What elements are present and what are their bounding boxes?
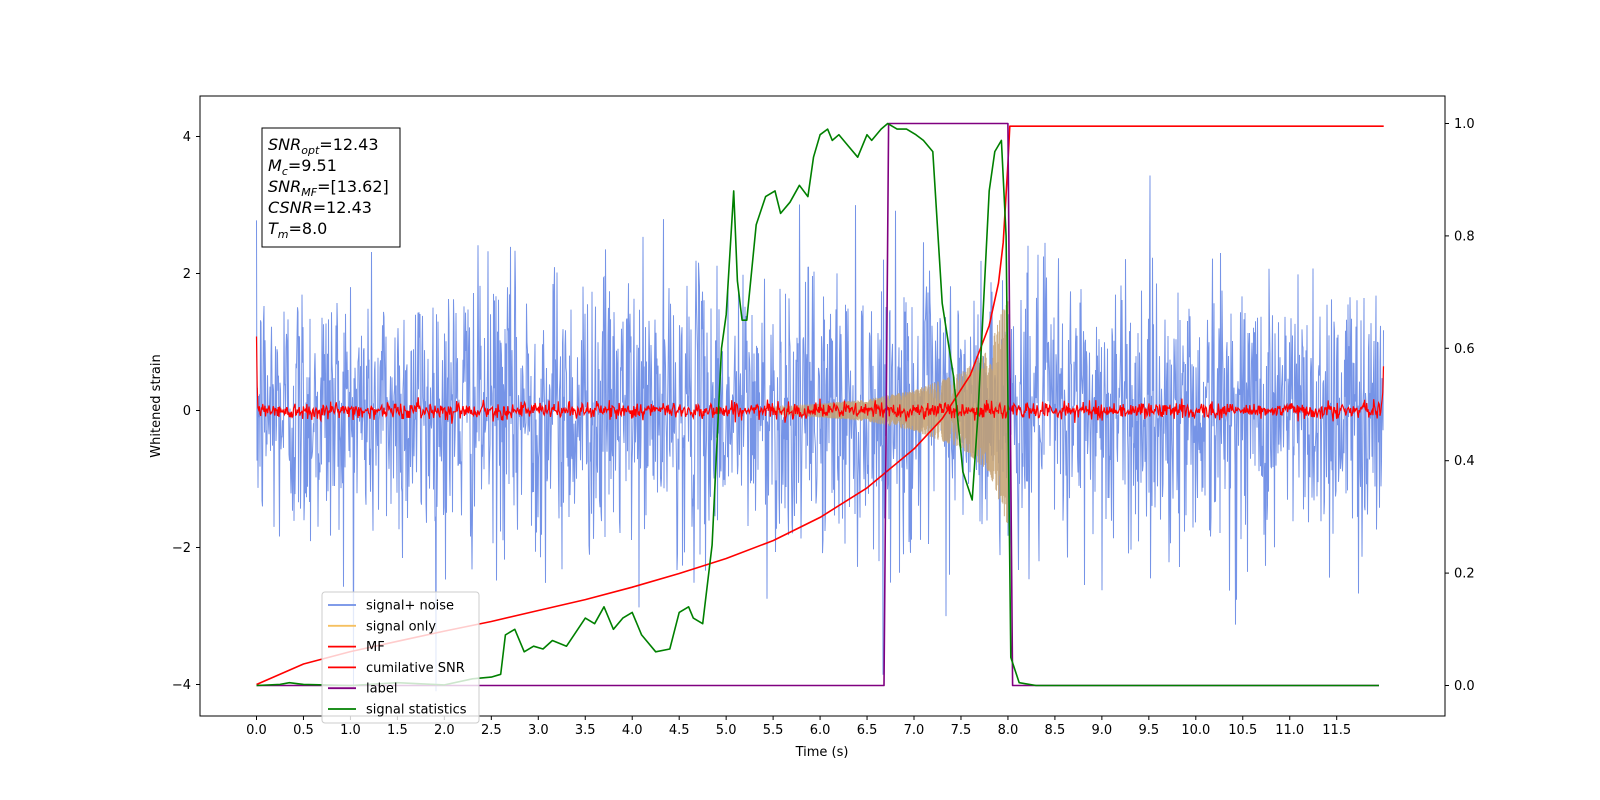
x-axis: 0.0 0.5 1.0 1.5 2.0 2.5 3.0 3.5 4.0 4.5 5.0 5.5 6.0 6… [246, 716, 1351, 738]
x-tick-label: 1.5 [387, 723, 408, 738]
x-axis-label: Time (s) [795, 745, 849, 760]
x-tick-label: 4.0 [622, 723, 643, 738]
plot-frame [199, 95, 1446, 717]
y-axis-right: 1.0 0.8 0.6 0.4 0.2 0.0 [1445, 117, 1475, 694]
legend: signal+ noise signal only MF cumilative SNR… [321, 591, 480, 724]
y2-tick-label: 0.4 [1454, 454, 1475, 469]
y2-tick-label: 0.8 [1454, 229, 1475, 244]
info-line: SNRopt=12.43 [268, 135, 379, 157]
x-tick-label: 10.5 [1228, 723, 1257, 738]
legend-label: signal+ noise [366, 599, 454, 614]
y-tick-label: 4 [183, 130, 191, 145]
x-tick-label: 1.0 [340, 723, 361, 738]
series-signal-noise [256, 175, 1384, 692]
y-tick-label: −4 [172, 678, 191, 693]
x-tick-label: 0.0 [246, 723, 267, 738]
signal-only-layer [772, 296, 1009, 524]
info-box-frame [261, 127, 401, 248]
legend-frame [321, 591, 480, 724]
info-line: Tm=8.0 [268, 219, 327, 241]
y-tick-label: −2 [172, 541, 191, 556]
x-tick-label: 6.0 [810, 723, 831, 738]
legend-label: signal statistics [366, 703, 467, 718]
series-signal-statistics [256, 122, 1379, 687]
info-line: SNRMF=[13.62] [268, 177, 389, 199]
y-axis-label: Whitened strain [149, 354, 164, 457]
x-tick-label: 4.5 [669, 723, 690, 738]
x-tick-label: 9.0 [1092, 723, 1113, 738]
x-tick-label: 2.5 [481, 723, 502, 738]
y-axis-left: 4 2 0 −2 −4 [172, 130, 200, 693]
series-signal-only [772, 296, 1009, 524]
y2-tick-label: 0.2 [1454, 567, 1475, 582]
x-tick-label: 3.5 [575, 723, 596, 738]
legend-label: signal only [366, 619, 436, 634]
x-tick-label: 0.5 [293, 723, 314, 738]
x-tick-label: 2.0 [434, 723, 455, 738]
x-tick-label: 10.0 [1181, 723, 1210, 738]
x-tick-label: 5.5 [763, 723, 784, 738]
x-tick-label: 11.0 [1275, 723, 1304, 738]
x-tick-label: 7.0 [904, 723, 925, 738]
x-tick-label: 8.0 [998, 723, 1019, 738]
mf-layer [255, 336, 1385, 424]
x-tick-label: 11.5 [1322, 723, 1351, 738]
y2-tick-label: 1.0 [1454, 117, 1475, 132]
legend-label: label [366, 682, 397, 697]
info-box: SNRopt=12.43Mc=9.51SNRMF=[13.62]CSNR=12.… [261, 127, 401, 248]
info-line: CSNR=12.43 [268, 198, 372, 217]
x-tick-label: 3.0 [528, 723, 549, 738]
legend-label: MF [366, 640, 385, 655]
info-line: Mc=9.51 [268, 156, 337, 178]
x-tick-label: 7.5 [951, 723, 972, 738]
signal-noise-layer [256, 175, 1384, 692]
series-mf [255, 336, 1385, 424]
y-tick-label: 2 [183, 267, 191, 282]
y2-tick-label: 0.6 [1454, 342, 1475, 357]
x-tick-label: 9.5 [1138, 723, 1159, 738]
x-tick-label: 5.0 [716, 723, 737, 738]
y2-tick-label: 0.0 [1454, 679, 1475, 694]
x-tick-label: 8.5 [1045, 723, 1066, 738]
y-tick-label: 0 [183, 404, 191, 419]
x-tick-label: 6.5 [857, 723, 878, 738]
legend-label: cumilative SNR [366, 661, 465, 676]
